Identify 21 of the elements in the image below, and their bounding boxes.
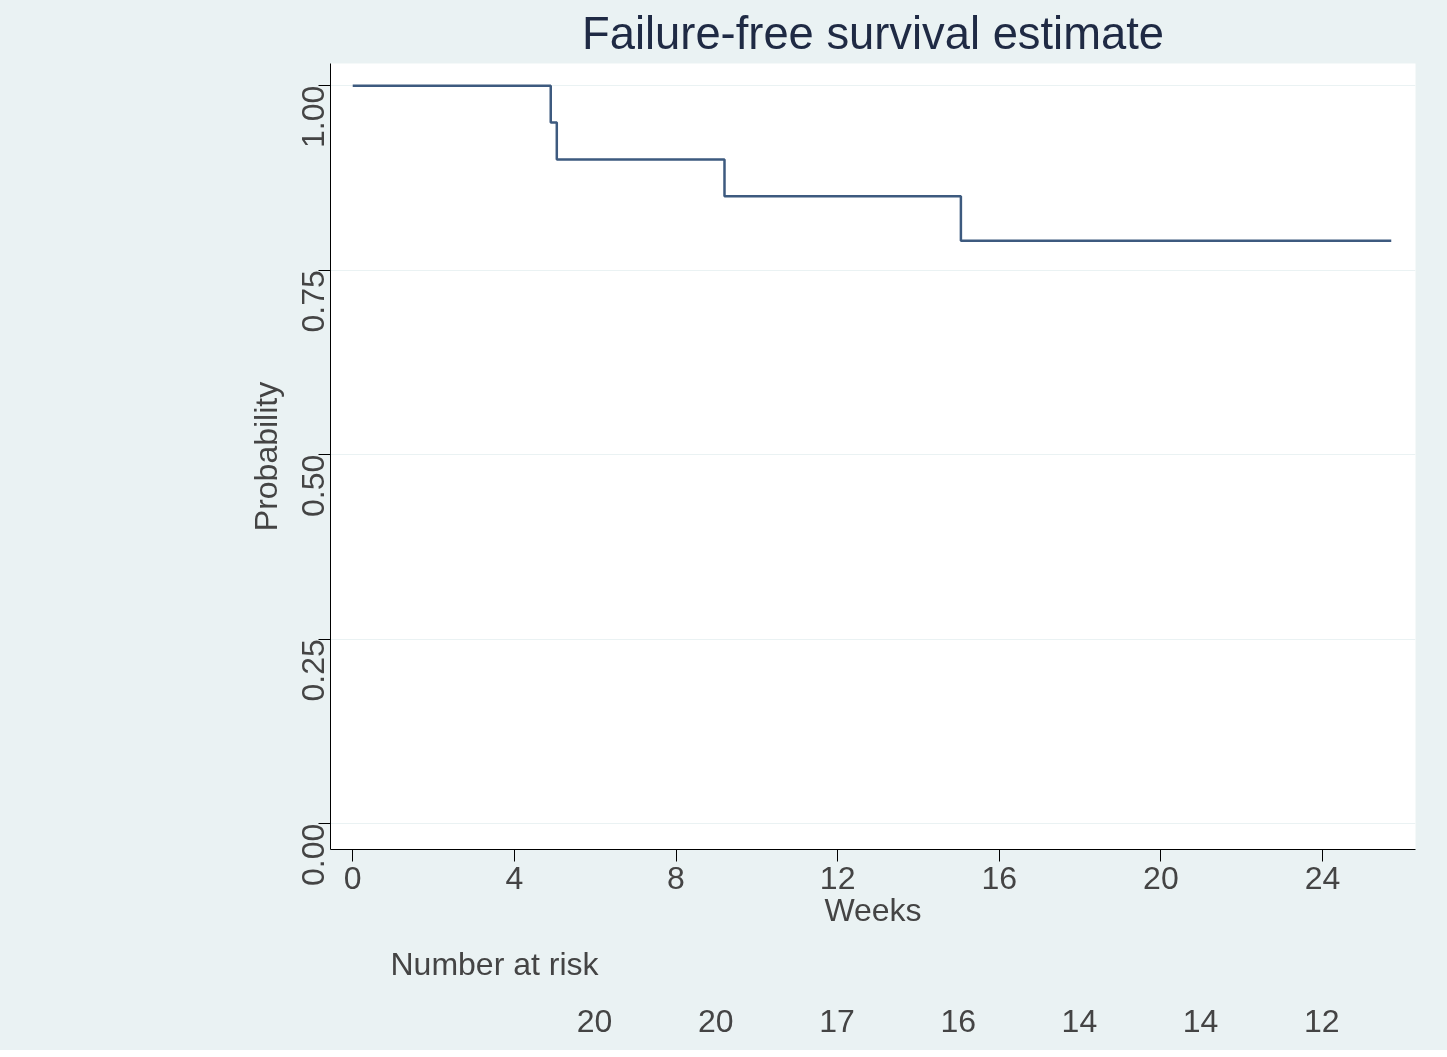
x-tick-label: 24 xyxy=(1304,859,1341,896)
x-tick-label: 4 xyxy=(505,859,524,896)
text: 14 xyxy=(1182,1002,1219,1039)
y-axis-title: Probability xyxy=(247,381,284,532)
text: Number at risk xyxy=(390,945,600,982)
text: 16 xyxy=(940,1002,977,1039)
chart-title: Failure-free survival estimate xyxy=(582,7,1164,59)
y-tick-label: 1.00 xyxy=(295,85,332,148)
y-tick-label: 0.50 xyxy=(295,454,332,517)
x-tick-label: 8 xyxy=(667,859,685,896)
y-tick-label: 0.25 xyxy=(295,639,332,702)
text: 20 xyxy=(576,1002,613,1039)
x-tick-label: 16 xyxy=(981,859,1018,896)
y-tick-label: 0.00 xyxy=(295,823,332,886)
text: 14 xyxy=(1061,1002,1098,1039)
y-tick-label: 0.75 xyxy=(295,270,332,333)
x-tick-label: 0 xyxy=(343,859,362,896)
text: 17 xyxy=(819,1002,855,1039)
x-tick-label: 20 xyxy=(1143,859,1179,896)
text: 12 xyxy=(1304,1002,1340,1039)
text: 20 xyxy=(698,1002,734,1039)
